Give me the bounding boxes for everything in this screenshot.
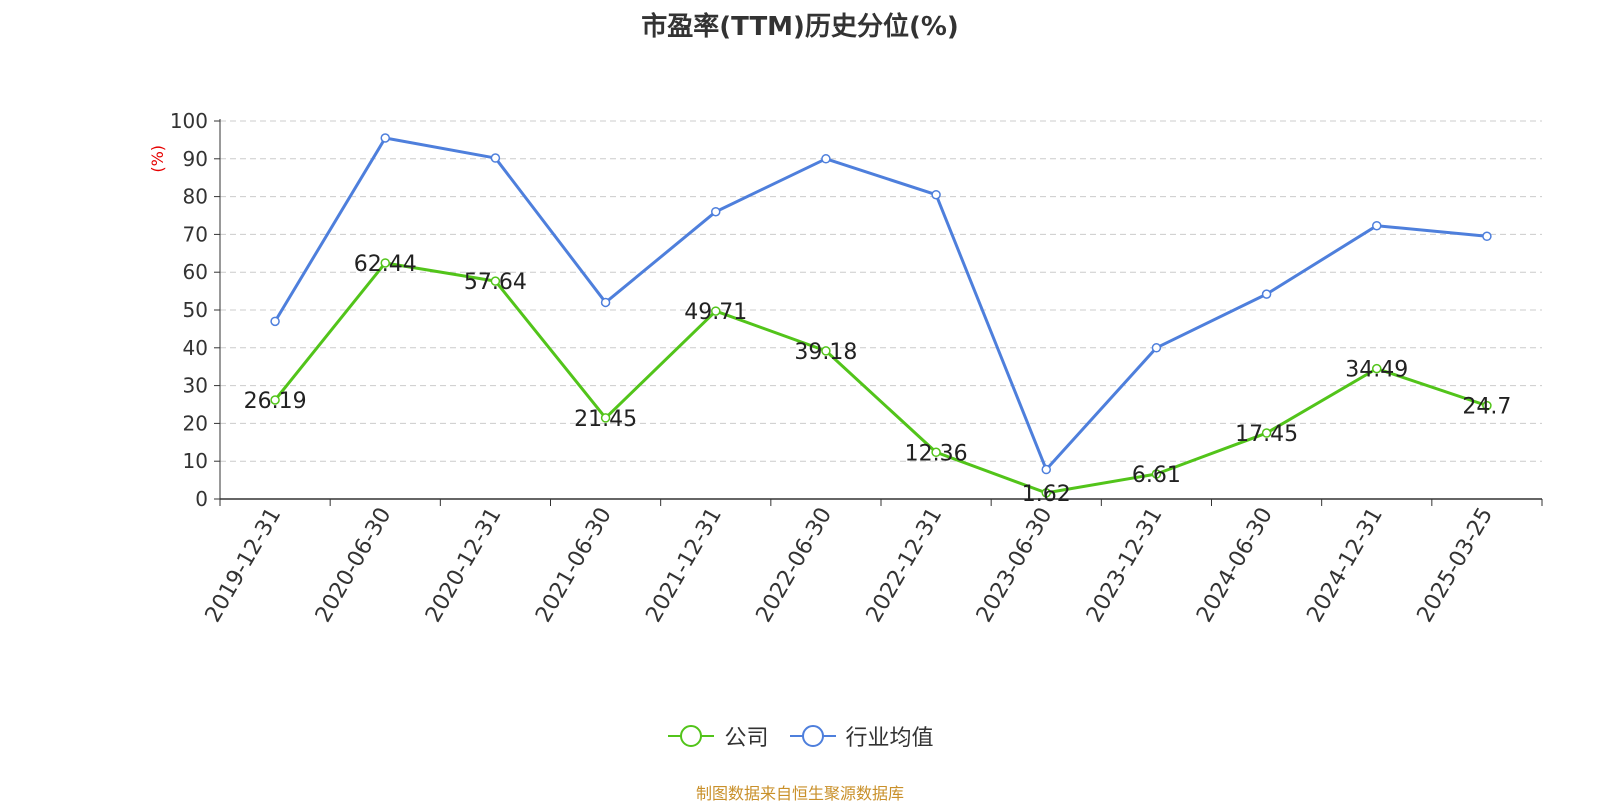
x-tick-label: 2023-12-31: [1082, 504, 1168, 627]
y-tick-label: 50: [183, 298, 208, 322]
data-point: [380, 133, 390, 143]
x-tick-label: 2022-12-31: [862, 504, 948, 627]
data-point: [931, 447, 941, 458]
y-tick-label: 40: [183, 336, 208, 360]
data-label: 57.64: [464, 270, 527, 295]
series-line: [273, 136, 1488, 472]
data-point: [1372, 220, 1382, 231]
y-tick-label: 100: [170, 109, 208, 133]
data-label: 34.49: [1345, 358, 1408, 383]
x-tick-label: 2023-06-30: [972, 504, 1058, 627]
x-tick-label: 2020-06-30: [311, 504, 397, 627]
x-tick-label: 2024-06-30: [1192, 504, 1278, 627]
legend-item-industry[interactable]: 行业均值: [788, 720, 934, 752]
y-tick-label: 10: [183, 449, 208, 473]
source-note: 制图数据来自恒生聚源数据库: [695, 784, 904, 803]
data-label: 62.44: [354, 252, 417, 277]
data-point: [270, 395, 280, 405]
data-point: [1482, 231, 1492, 242]
legend-industry-symbol: [789, 725, 836, 747]
data-label: 49.71: [684, 300, 747, 325]
data-point: [490, 276, 501, 286]
data-point: [380, 258, 390, 268]
data-point: [1041, 488, 1051, 498]
data-point: [711, 206, 721, 217]
y-tick-label: 20: [183, 411, 208, 435]
x-tick-label: 2025-03-25: [1413, 504, 1499, 627]
data-point: [711, 306, 721, 316]
data-label: 21.45: [574, 407, 637, 432]
y-axis-label: (%): [148, 145, 167, 173]
data-point: [1041, 464, 1051, 475]
data-point: [490, 153, 501, 163]
data-point: [821, 154, 831, 164]
data-label: 6.61: [1132, 463, 1181, 488]
x-tick-label: 2024-12-31: [1302, 504, 1388, 627]
data-point: [1151, 343, 1162, 353]
x-tick-label: 2021-12-31: [641, 504, 727, 627]
data-point: [600, 297, 611, 308]
series-line: [273, 261, 1488, 495]
y-tick-label: 90: [183, 147, 208, 171]
data-label: 1.62: [1022, 482, 1071, 507]
data-point: [600, 413, 611, 423]
series-lines: [270, 133, 1492, 498]
data-labels: 26.19 62.44 57.64 21.45 49.71 39.18 12.36 1.62 6…: [244, 252, 1512, 507]
legend-industry-label: 行业均值: [845, 726, 934, 751]
y-tick-label: 30: [183, 374, 208, 398]
data-point: [1151, 469, 1162, 479]
data-point: [1261, 289, 1272, 299]
legend-item-company[interactable]: 公司: [666, 720, 769, 752]
legend: 公司 行业均值: [0, 720, 1600, 754]
data-label: 24.7: [1462, 395, 1511, 420]
x-tick-label: 2021-06-30: [531, 504, 617, 627]
x-tick-label: 2022-06-30: [752, 504, 838, 627]
data-point: [1261, 428, 1272, 438]
y-tick-label: 70: [183, 222, 208, 246]
y-tick-label: 0: [195, 487, 208, 511]
y-tick-label: 80: [183, 185, 208, 209]
data-point: [1372, 363, 1382, 374]
data-point: [1482, 400, 1492, 411]
legend-company-symbol: [668, 725, 715, 747]
x-tick-label: 2020-12-31: [421, 504, 507, 627]
x-tick-label: 2019-12-31: [201, 504, 287, 627]
chart-title: 市盈率(TTM)历史分位(%): [641, 12, 959, 42]
data-label: 12.36: [905, 441, 968, 466]
data-point: [270, 316, 280, 327]
data-label: 39.18: [794, 340, 857, 365]
data-point: [821, 346, 831, 356]
data-label: 17.45: [1235, 422, 1298, 447]
grid-lines: [220, 120, 1542, 462]
y-tick-label: 60: [183, 260, 208, 284]
data-label: 26.19: [244, 389, 307, 414]
legend-company-label: 公司: [724, 726, 769, 751]
data-point: [931, 189, 941, 200]
